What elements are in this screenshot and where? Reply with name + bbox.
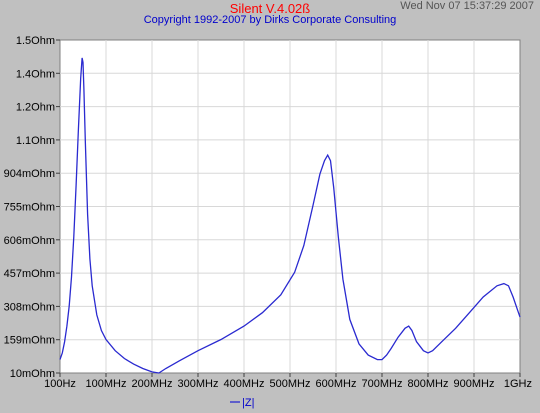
x-tick-label: 100MHz bbox=[86, 378, 127, 390]
x-tick-label: 200MHz bbox=[132, 378, 173, 390]
copyright-notice: Copyright 1992-2007 by Dirks Corporate C… bbox=[143, 14, 397, 26]
y-tick-label: 1.4Ohm bbox=[16, 68, 55, 80]
x-tick-label: 800MHz bbox=[408, 378, 449, 390]
x-tick-label: 900MHz bbox=[454, 378, 495, 390]
y-tick-label: 755mOhm bbox=[4, 202, 55, 214]
x-axis-ticks: 100Hz 100MHz 200MHz 300MHz 400MHz 500MHz 600MH… bbox=[44, 373, 532, 390]
app-title: Silent V.4.02ß bbox=[229, 1, 311, 16]
x-tick-label: 300MHz bbox=[178, 378, 219, 390]
y-tick-label: 1.1Ohm bbox=[16, 135, 55, 147]
x-tick-label: 500MHz bbox=[270, 378, 311, 390]
series-line-z bbox=[59, 57, 521, 374]
grid-lines bbox=[60, 40, 520, 373]
y-tick-label: 457mOhm bbox=[4, 268, 55, 280]
y-tick-label: 1.2Ohm bbox=[16, 102, 55, 114]
y-tick-label: 159mOhm bbox=[4, 335, 55, 347]
x-tick-label: 700MHz bbox=[362, 378, 403, 390]
x-tick-label: 100Hz bbox=[44, 378, 76, 390]
y-tick-label: 904mOhm bbox=[4, 168, 55, 180]
y-tick-label: 1.5Ohm bbox=[16, 35, 55, 47]
x-tick-label: 400MHz bbox=[224, 378, 265, 390]
x-tick-label: 1GHz bbox=[504, 378, 532, 390]
x-tick-label: 600MHz bbox=[316, 378, 357, 390]
y-tick-label: 308mOhm bbox=[4, 301, 55, 313]
y-axis-ticks: 10mOhm 159mOhm 308mOhm 457mOhm 606mOhm 755mOh… bbox=[4, 35, 60, 380]
timestamp: Wed Nov 07 15:37:29 2007 bbox=[400, 0, 534, 12]
y-tick-label: 606mOhm bbox=[4, 235, 55, 247]
legend-label-z: |Z| bbox=[242, 397, 254, 409]
y-tick-label: 10mOhm bbox=[10, 368, 55, 380]
legend[interactable]: |Z| bbox=[230, 397, 254, 409]
